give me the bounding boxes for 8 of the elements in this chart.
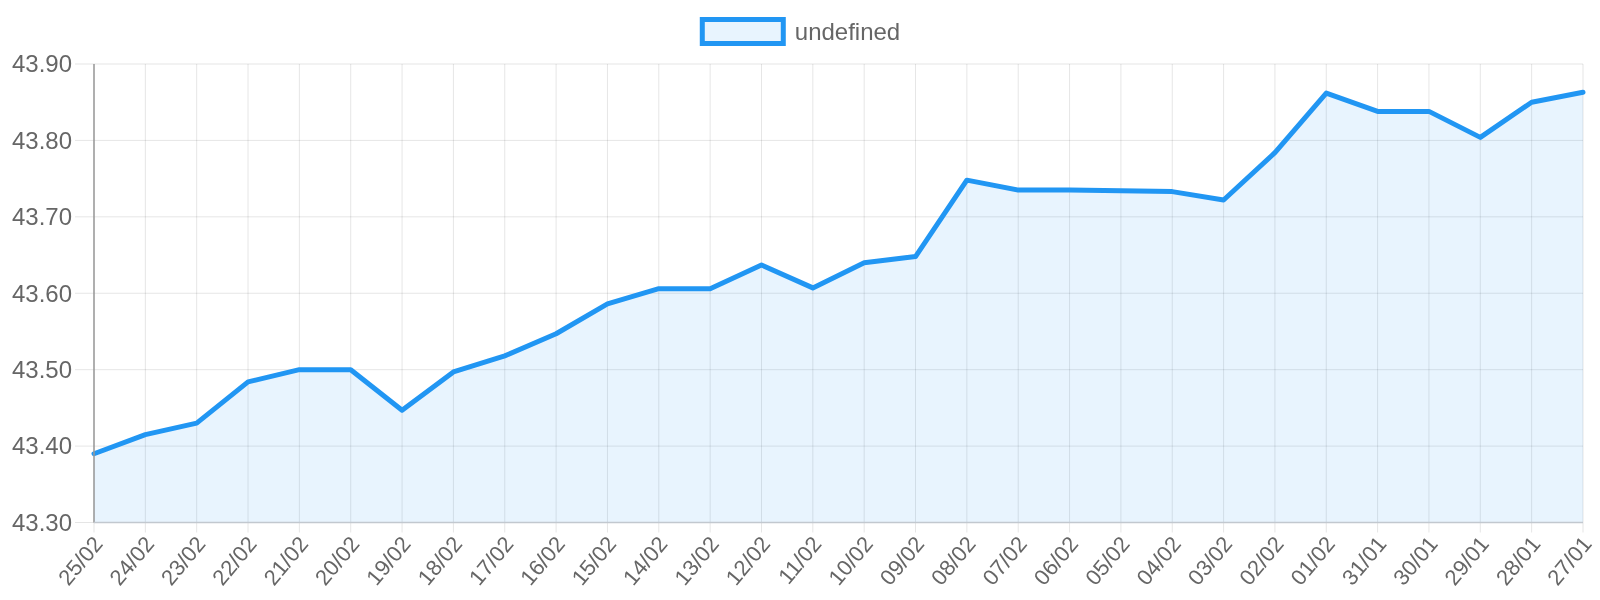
y-tick-label: 43.90 (11, 50, 72, 78)
y-tick-label: 43.30 (11, 508, 72, 536)
y-tick-label: 43.40 (11, 432, 72, 460)
legend-label: undefined (794, 17, 901, 45)
y-tick-label: 43.60 (11, 279, 72, 307)
y-tick-label: 43.50 (11, 356, 72, 384)
y-tick-label: 43.70 (11, 203, 72, 231)
y-tick-label: 43.80 (11, 126, 72, 154)
